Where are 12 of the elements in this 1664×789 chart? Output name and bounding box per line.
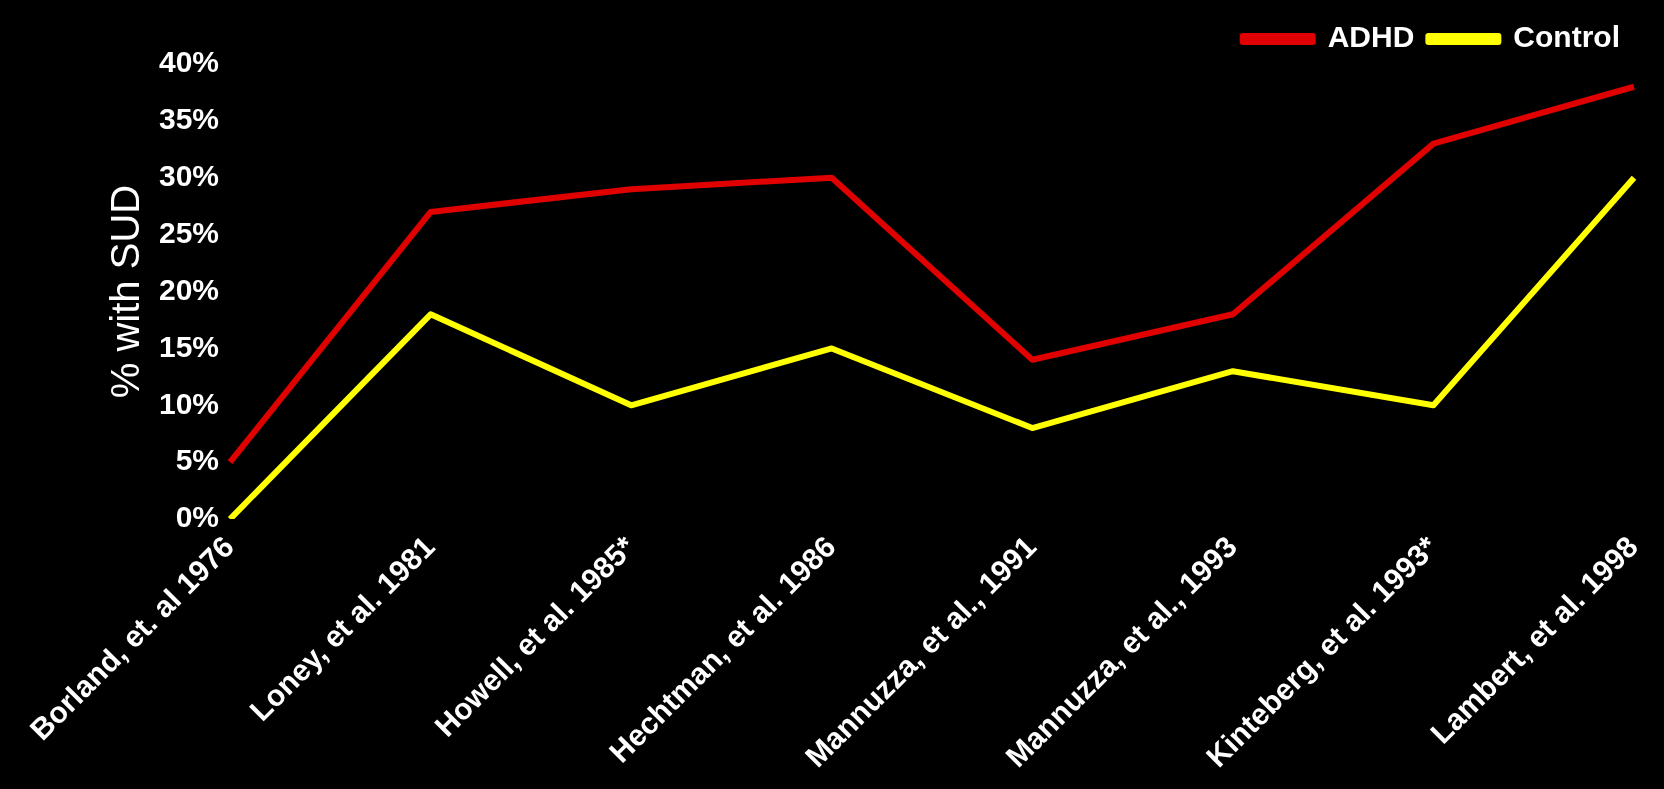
legend-label: Control <box>1513 20 1620 54</box>
y-tick-label: 10% <box>159 386 220 420</box>
y-tick-label: 20% <box>159 272 220 306</box>
y-tick-label: 5% <box>175 443 220 477</box>
y-axis-title: % with SUD <box>103 184 148 399</box>
y-tick-label: 25% <box>159 215 220 249</box>
y-tick-label: 30% <box>159 159 220 193</box>
y-tick-label: 15% <box>159 329 220 363</box>
y-tick-label: 40% <box>159 45 220 79</box>
y-tick-label: 35% <box>159 102 220 136</box>
legend-label: ADHD <box>1327 20 1415 54</box>
y-tick-label: 0% <box>175 500 220 534</box>
